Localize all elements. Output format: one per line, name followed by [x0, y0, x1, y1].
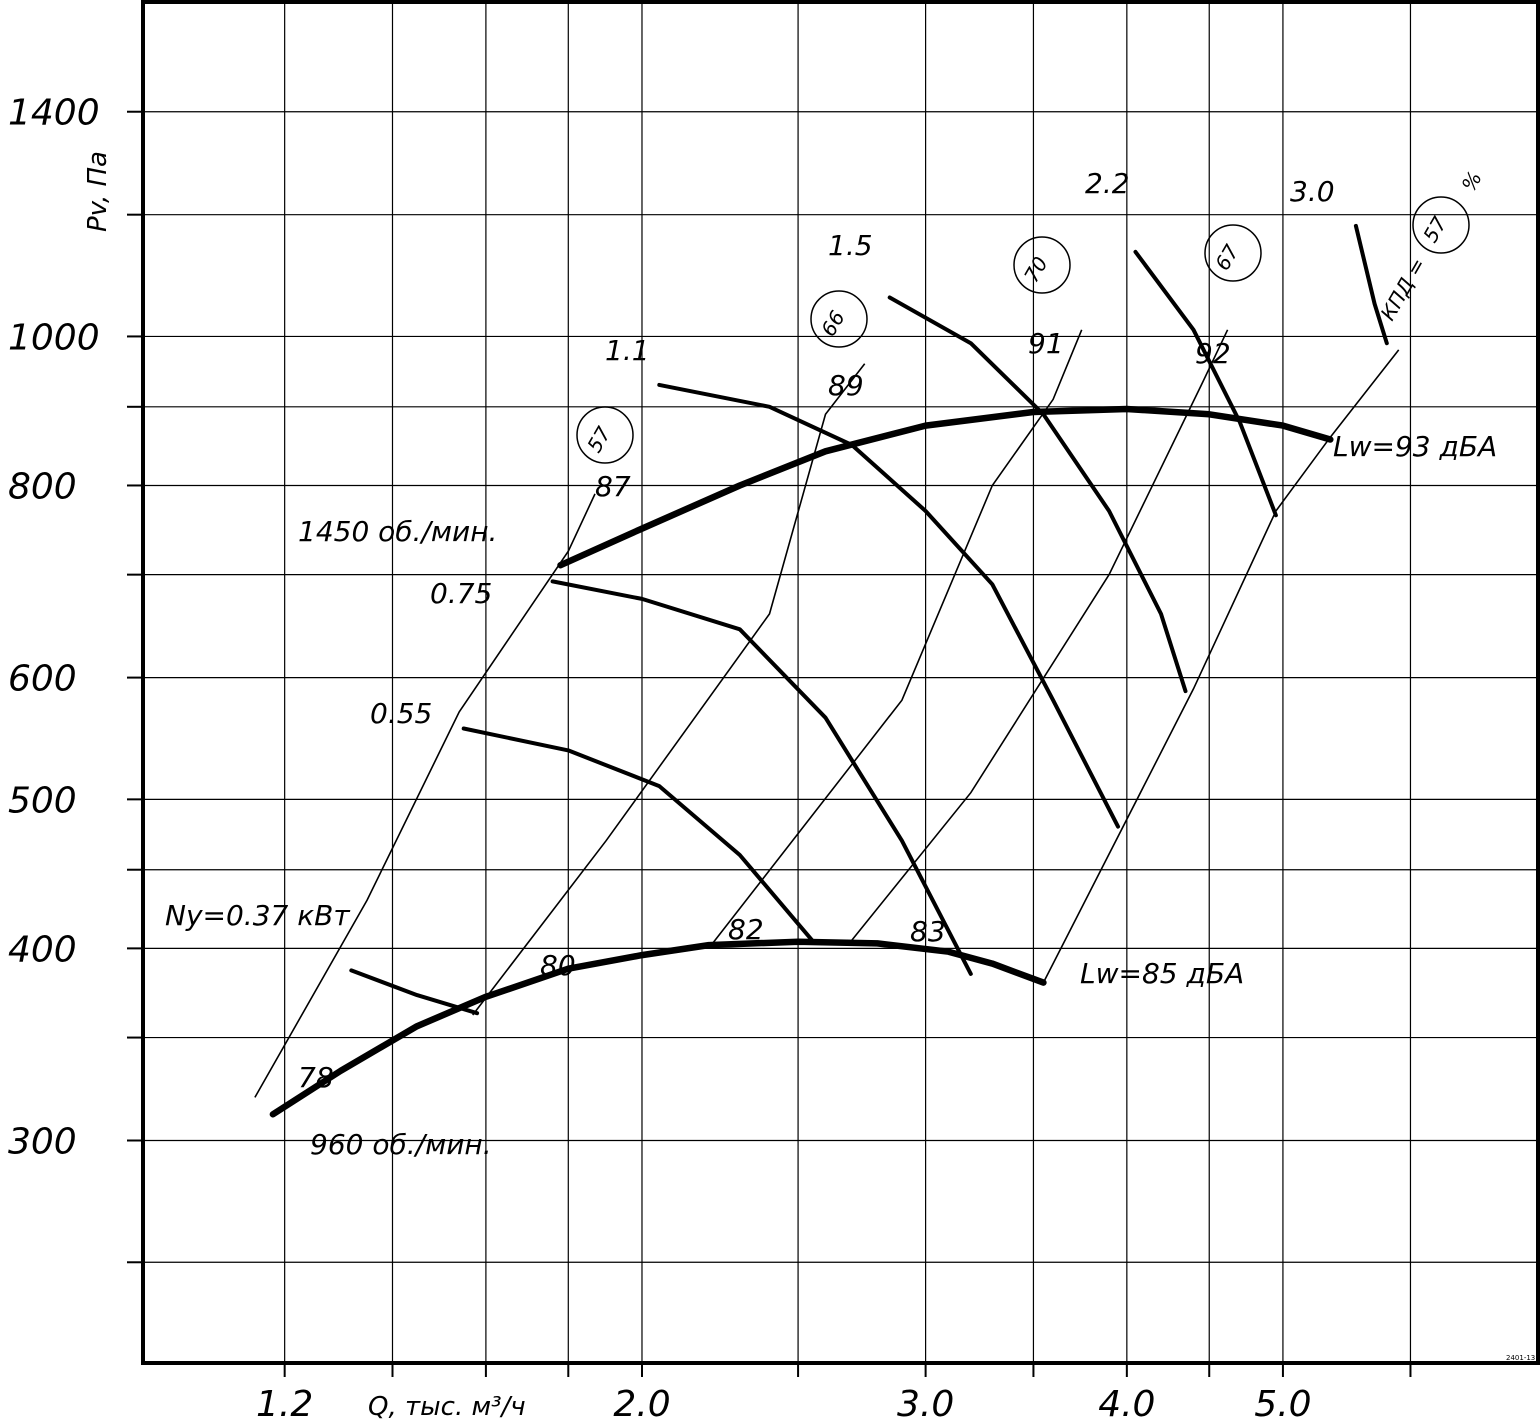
sound-label-89: 89 [828, 369, 864, 402]
grid-layer [143, 2, 1538, 1363]
y-tick-label-1400: 1400 [8, 93, 100, 134]
x-tick-label-5: 5.0 [1254, 1384, 1311, 1425]
power-curve-1-1 [657, 382, 1120, 829]
eff-label-70: 70 [1019, 252, 1053, 286]
y-tick-label-500: 500 [8, 780, 77, 821]
eff-circle-57b [1412, 196, 1470, 254]
y-tick-label-400: 400 [8, 929, 77, 970]
efficiency-unit: % [1457, 167, 1487, 195]
eff-label-57a: 57 [582, 422, 616, 456]
power-label-22: 2.2 [1085, 167, 1130, 200]
y-axis-title: Pv, Па [83, 151, 113, 232]
sound-label-87: 87 [595, 470, 631, 503]
axis-layer [141, 0, 1540, 1365]
efficiency-line-3 [851, 329, 1229, 941]
y-tick-label-300: 300 [8, 1122, 77, 1163]
x-tick-label-3: 3.0 [897, 1384, 954, 1425]
power-curve-2-2 [1133, 249, 1278, 518]
power-label-037: Nу=0.37 кВт [165, 899, 350, 932]
sound-power-85: Lw=85 дБА [1080, 957, 1244, 990]
efficiency-line-0 [254, 493, 596, 1098]
power-curve-3-0 [1353, 223, 1389, 346]
power-curves-layer [349, 223, 1389, 1016]
speed-curve-0 [269, 938, 1047, 1118]
x-tick-label-2: 2.0 [613, 1384, 670, 1425]
speed-curve-1 [557, 405, 1334, 569]
eff-circle-57a [576, 406, 634, 464]
sound-label-80: 80 [540, 949, 576, 982]
eff-circle-67 [1204, 224, 1262, 282]
speed-label-1450: 1450 об./мин. [298, 515, 497, 548]
efficiency-line-2 [708, 329, 1083, 949]
y-tick-label-600: 600 [8, 659, 77, 700]
power-label-075: 0.75 [430, 577, 492, 610]
sound-label-83: 83 [910, 915, 946, 948]
y-tick-label-800: 800 [8, 466, 77, 507]
plot-frame [141, 0, 1540, 1365]
sound-power-93: Lw=93 дБА [1333, 430, 1497, 463]
eff-label-57b: 57 [1418, 212, 1452, 246]
efficiency-line-1 [472, 363, 866, 1016]
x-tick-label-4: 4.0 [1098, 1384, 1155, 1425]
power-curve-1-5 [887, 295, 1188, 694]
eff-circle-70 [1013, 236, 1071, 294]
power-label-11: 1.1 [605, 334, 650, 367]
x-axis-title: Q, тыс. м³/ч [368, 1392, 526, 1422]
sound-label-78: 78 [298, 1061, 334, 1094]
power-label-055: 0.55 [370, 697, 432, 730]
eff-label-66: 66 [816, 306, 850, 340]
sound-label-91: 91 [1028, 327, 1064, 360]
power-curve-0-75 [550, 579, 973, 976]
power-curve-0-55 [461, 726, 814, 943]
y-tick-label-1000: 1000 [8, 317, 100, 358]
speed-curves-layer [269, 405, 1334, 1118]
eff-circle-66 [810, 290, 868, 348]
sound-label-82: 82 [728, 913, 764, 946]
annotation-layer: Pv, Па Q, тыс. м³/ч 1450 об./мин. 960 об… [83, 151, 1535, 1422]
power-label-30: 3.0 [1290, 175, 1335, 208]
efficiency-title: КПД = [1376, 254, 1431, 325]
power-label-15: 1.5 [828, 229, 873, 262]
x-tick-label-1-2: 1.2 [256, 1384, 313, 1425]
eff-label-67: 67 [1210, 240, 1244, 274]
corner-mark: 2401-13 [1506, 1354, 1535, 1362]
sound-label-92: 92 [1195, 337, 1231, 370]
tick-layer: 300 400 500 600 800 1000 1400 1.2 2.0 3.0 4.0 5.0 [8, 93, 1412, 1425]
speed-label-960: 960 об./мин. [310, 1128, 492, 1161]
